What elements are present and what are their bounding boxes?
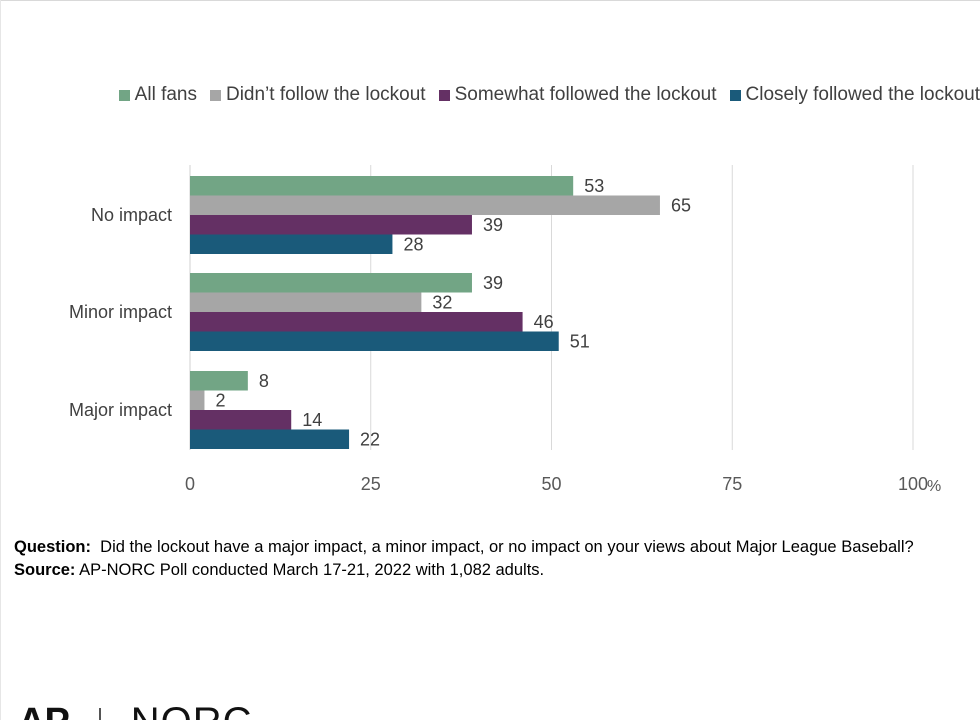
legend-item-didnt-follow: Didn’t follow the lockout [209,84,426,106]
bar-value-label: 53 [584,176,604,196]
bar [190,371,248,391]
logo-divider [98,708,101,720]
ap-logo: AP [18,703,70,720]
bar-value-label: 2 [215,390,225,410]
legend-swatch-didnt-follow [209,89,221,101]
bar [190,195,660,215]
bar-value-label: 39 [483,215,503,235]
chart-notes: Question: Did the lockout have a major i… [14,536,954,581]
bar-value-label: 14 [302,410,322,430]
bar [190,176,574,196]
source-label: Source: [14,560,76,579]
bar [190,410,292,430]
bar [190,215,472,235]
legend-swatch-all-fans [118,89,130,101]
bar-value-label: 65 [671,195,691,215]
legend-swatch-closely-followed [729,89,741,101]
bar [190,234,393,254]
legend-swatch-somewhat-followed [438,89,450,101]
x-unit-label: % [927,478,941,495]
legend-item-somewhat-followed: Somewhat followed the lockout [438,84,717,106]
legend-item-closely-followed: Closely followed the lockout [729,84,980,106]
bar-value-label: 32 [432,292,452,312]
legend-label-somewhat-followed: Somewhat followed the lockout [454,84,717,105]
bar [190,312,523,332]
x-tick-label: 75 [722,474,742,494]
category-label: Minor impact [69,302,172,322]
bar-chart: 53 65 39 28 No impact 39 32 46 51 Minor impact 8 2 1… [69,165,941,495]
x-tick-label: 25 [361,474,381,494]
left-border [0,0,1,720]
bar-value-label: 51 [570,331,590,351]
bar-value-label: 28 [403,234,423,254]
bar-value-label: 8 [259,371,269,391]
source-text: AP-NORC Poll conducted March 17-21, 2022… [79,560,545,579]
legend-item-all-fans: All fans [118,84,197,106]
question-text: Did the lockout have a major impact, a m… [100,538,914,556]
top-border [0,0,980,1]
legend-label-all-fans: All fans [134,84,197,105]
category-label: No impact [91,205,172,225]
question-label: Question: [14,538,91,556]
bar [190,331,559,351]
chart-legend: All fans Didn’t follow the lockout Somew… [0,82,980,108]
bar-value-label: 46 [534,312,554,332]
norc-logo: NORC [131,702,253,720]
bar [190,429,350,449]
x-tick-label: 100 [898,474,928,494]
bar [190,273,472,293]
bar [190,292,422,312]
bar-value-label: 22 [360,429,380,449]
legend-label-closely-followed: Closely followed the lockout [745,84,980,105]
category-label: Major impact [69,400,172,420]
legend-label-didnt-follow: Didn’t follow the lockout [225,84,426,105]
bar-value-label: 39 [483,273,503,293]
source-note: Source: AP-NORC Poll conducted March 17-… [14,559,954,582]
x-tick-label: 0 [185,474,195,494]
ap-norc-logo: AP NORC [18,700,253,720]
bar [190,390,205,410]
x-tick-label: 50 [541,474,561,494]
question-note: Question: Did the lockout have a major i… [14,536,954,559]
